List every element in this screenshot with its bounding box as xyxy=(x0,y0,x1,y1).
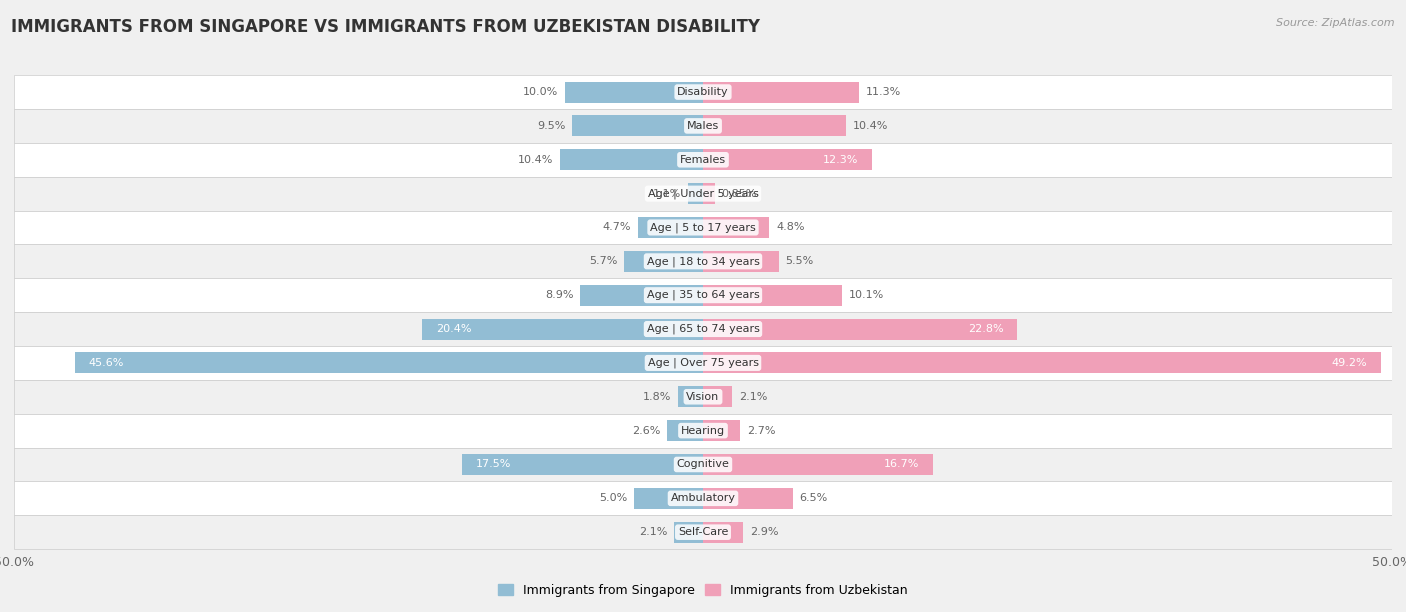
Text: IMMIGRANTS FROM SINGAPORE VS IMMIGRANTS FROM UZBEKISTAN DISABILITY: IMMIGRANTS FROM SINGAPORE VS IMMIGRANTS … xyxy=(11,18,761,36)
Text: Age | 65 to 74 years: Age | 65 to 74 years xyxy=(647,324,759,334)
Bar xyxy=(14,75,1392,109)
Bar xyxy=(703,149,873,170)
Bar xyxy=(688,183,703,204)
Bar xyxy=(703,251,779,272)
Text: 2.9%: 2.9% xyxy=(749,527,779,537)
Bar xyxy=(14,211,1392,244)
Text: 10.1%: 10.1% xyxy=(849,290,884,300)
Text: Females: Females xyxy=(681,155,725,165)
Bar xyxy=(14,482,1392,515)
Text: Age | 5 to 17 years: Age | 5 to 17 years xyxy=(650,222,756,233)
Text: 10.0%: 10.0% xyxy=(523,87,558,97)
Text: Age | 18 to 34 years: Age | 18 to 34 years xyxy=(647,256,759,267)
Bar xyxy=(14,177,1392,211)
Bar xyxy=(14,515,1392,549)
Bar xyxy=(634,488,703,509)
Text: 5.5%: 5.5% xyxy=(786,256,814,266)
Text: 20.4%: 20.4% xyxy=(436,324,471,334)
Text: 22.8%: 22.8% xyxy=(967,324,1004,334)
Text: 17.5%: 17.5% xyxy=(475,460,510,469)
Bar xyxy=(14,244,1392,278)
Text: 12.3%: 12.3% xyxy=(824,155,859,165)
Bar xyxy=(638,217,703,238)
Bar xyxy=(703,353,1381,373)
Text: 9.5%: 9.5% xyxy=(537,121,565,131)
Text: 10.4%: 10.4% xyxy=(517,155,553,165)
Text: Age | Under 5 years: Age | Under 5 years xyxy=(648,188,758,199)
Text: 5.0%: 5.0% xyxy=(599,493,627,503)
Text: 11.3%: 11.3% xyxy=(866,87,901,97)
Text: 4.7%: 4.7% xyxy=(603,223,631,233)
Text: 8.9%: 8.9% xyxy=(546,290,574,300)
Text: 2.1%: 2.1% xyxy=(638,527,668,537)
Bar xyxy=(668,420,703,441)
Bar xyxy=(14,414,1392,447)
Text: 49.2%: 49.2% xyxy=(1331,358,1367,368)
Bar xyxy=(703,521,742,543)
Text: 10.4%: 10.4% xyxy=(853,121,889,131)
Bar xyxy=(560,149,703,170)
Text: 6.5%: 6.5% xyxy=(800,493,828,503)
Text: 0.85%: 0.85% xyxy=(721,188,756,199)
Bar xyxy=(14,312,1392,346)
Bar xyxy=(14,346,1392,380)
Bar xyxy=(14,109,1392,143)
Bar xyxy=(14,278,1392,312)
Text: Hearing: Hearing xyxy=(681,425,725,436)
Bar xyxy=(703,386,733,407)
Bar xyxy=(14,143,1392,177)
Text: 1.8%: 1.8% xyxy=(643,392,671,401)
Text: Ambulatory: Ambulatory xyxy=(671,493,735,503)
Bar xyxy=(703,454,934,475)
Bar xyxy=(703,116,846,136)
Text: 2.7%: 2.7% xyxy=(747,425,776,436)
Text: Self-Care: Self-Care xyxy=(678,527,728,537)
Bar xyxy=(703,488,793,509)
Bar xyxy=(14,380,1392,414)
Bar xyxy=(461,454,703,475)
Text: Age | 35 to 64 years: Age | 35 to 64 years xyxy=(647,290,759,300)
Text: 5.7%: 5.7% xyxy=(589,256,617,266)
Text: Males: Males xyxy=(688,121,718,131)
Text: 45.6%: 45.6% xyxy=(89,358,124,368)
Bar xyxy=(565,81,703,103)
Text: Source: ZipAtlas.com: Source: ZipAtlas.com xyxy=(1277,18,1395,28)
Text: Cognitive: Cognitive xyxy=(676,460,730,469)
Bar xyxy=(624,251,703,272)
Bar xyxy=(703,81,859,103)
Bar xyxy=(422,319,703,340)
Bar xyxy=(14,447,1392,482)
Text: Vision: Vision xyxy=(686,392,720,401)
Legend: Immigrants from Singapore, Immigrants from Uzbekistan: Immigrants from Singapore, Immigrants fr… xyxy=(494,579,912,602)
Bar xyxy=(703,285,842,305)
Text: 2.1%: 2.1% xyxy=(738,392,768,401)
Text: Disability: Disability xyxy=(678,87,728,97)
Bar xyxy=(581,285,703,305)
Text: 16.7%: 16.7% xyxy=(884,460,920,469)
Bar xyxy=(703,319,1017,340)
Bar xyxy=(673,521,703,543)
Bar xyxy=(703,183,714,204)
Bar xyxy=(572,116,703,136)
Bar xyxy=(678,386,703,407)
Text: 2.6%: 2.6% xyxy=(631,425,661,436)
Bar xyxy=(703,420,740,441)
Text: 4.8%: 4.8% xyxy=(776,223,804,233)
Text: Age | Over 75 years: Age | Over 75 years xyxy=(648,357,758,368)
Bar xyxy=(75,353,703,373)
Text: 1.1%: 1.1% xyxy=(652,188,681,199)
Bar xyxy=(703,217,769,238)
